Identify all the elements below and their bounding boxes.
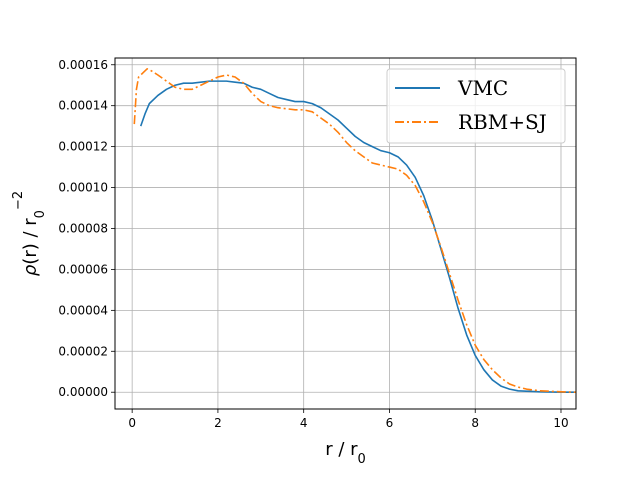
series-line-rbm-sj: [133, 68, 576, 394]
y-tick-label: 0.00016: [58, 58, 108, 72]
svg-text:ρ(r) / r0−2: ρ(r) / r0−2: [11, 191, 48, 276]
ticks: 0 2 4 6 8 10 0.00000 0.00002 0.00004 0.00006 0.000…: [58, 58, 568, 430]
x-tick-label: 4: [300, 416, 308, 430]
y-tick-label: 0.00008: [58, 221, 108, 235]
x-tick-label: 8: [471, 416, 479, 430]
y-tick-label: 0.00012: [58, 140, 108, 154]
x-tick-label: 6: [386, 416, 394, 430]
y-tick-label: 0.00010: [58, 181, 108, 195]
series-layer: [133, 68, 576, 394]
y-tick-label: 0.00002: [58, 344, 108, 358]
y-tick-label: 0.00014: [58, 99, 108, 113]
legend-label-rbm-sj: RBM+SJ: [458, 110, 547, 134]
series-line-vmc: [139, 80, 576, 394]
legend-label-vmc: VMC: [457, 76, 508, 100]
y-tick-label: 0.00004: [58, 303, 108, 317]
y-tick-label: 0.00006: [58, 262, 108, 276]
y-axis-label: ρ(r) / r0−2: [11, 191, 48, 276]
y-tick-label: 0.00000: [58, 385, 108, 399]
x-axis-label: r / r0: [325, 439, 366, 467]
x-tick-label: 10: [553, 416, 568, 430]
legend: VMC RBM+SJ: [386, 68, 566, 144]
x-tick-label: 2: [214, 416, 222, 430]
plot-frame: [114, 57, 577, 410]
x-tick-label: 0: [128, 416, 136, 430]
